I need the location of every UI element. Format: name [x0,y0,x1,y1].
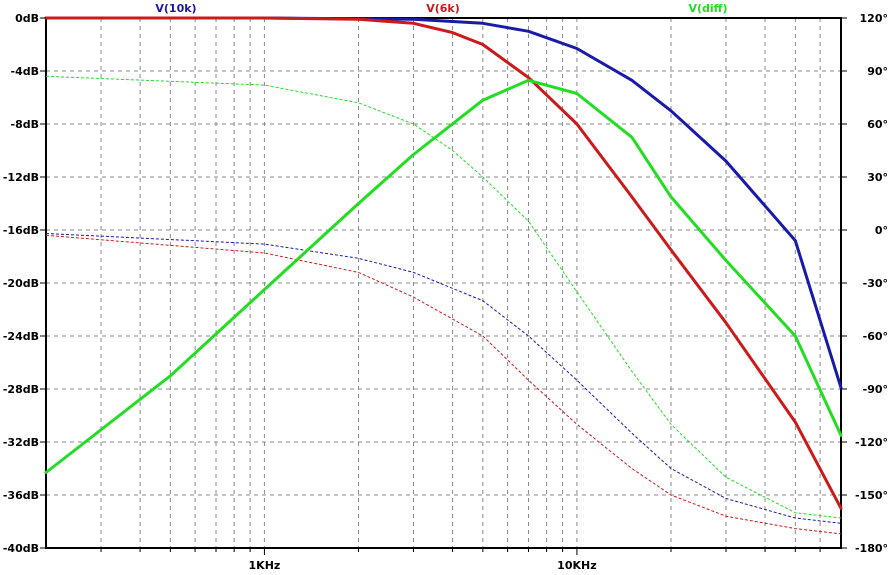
phase-line-vdiff [45,75,842,519]
y-right-tick-label: 120° [860,12,888,25]
y-left-tick-label: -8dB [11,118,39,131]
y-left-tick-label: -36dB [3,489,39,502]
legend-label-v6k: V(6k) [426,2,460,15]
magnitude-line-vdiff [44,78,843,474]
y-right-tick-label: 0° [875,224,888,237]
x-axis-ticks: 1KHz 10KHz [100,548,821,572]
y-right-tick-label: -180° [855,542,888,555]
y-left-tick-label: -40dB [3,542,39,555]
legend: V(10k) V(6k) V(diff) [155,2,727,15]
y-right-tick-label: 60° [867,118,888,131]
y-left-tick-label: -24dB [3,330,39,343]
y-right-tick-label: -30° [863,277,888,290]
magnitude-line-v10k [44,16,843,390]
y-left-tick-label: -20dB [3,277,39,290]
y-right-tick-label: -120° [855,436,888,449]
phase-line-v6k [45,234,842,535]
y-left-tick-label: -12dB [3,171,39,184]
y-right-tick-label: 30° [867,171,888,184]
magnitude-line-v6k [44,16,843,510]
y-left-tick-label: -16dB [3,224,39,237]
x-tick-label: 10KHz [557,559,596,572]
legend-label-vdiff: V(diff) [688,2,727,15]
phase-line-v10k [45,233,842,524]
phase-curves [45,75,842,535]
y-right-tick-label: -90° [863,383,888,396]
y-left-tick-label: -32dB [3,436,39,449]
y-left-tick-label: 0dB [15,12,39,25]
right-axis-ticks: 120° 90° 60° 30° 0° -30° -60° -90° -120° -150° -18… [841,12,888,555]
y-right-tick-label: -60° [863,330,888,343]
y-right-tick-label: 90° [867,65,888,78]
left-axis-ticks: 0dB -4dB -8dB -12dB -16dB -20dB -24dB -28dB -32d… [3,12,46,555]
legend-label-v10k: V(10k) [155,2,196,15]
magnitude-curves [44,16,843,510]
y-right-tick-label: -150° [855,489,888,502]
y-left-tick-label: -4dB [11,65,39,78]
grid [46,18,841,548]
x-tick-label: 1KHz [249,559,281,572]
y-left-tick-label: -28dB [3,383,39,396]
